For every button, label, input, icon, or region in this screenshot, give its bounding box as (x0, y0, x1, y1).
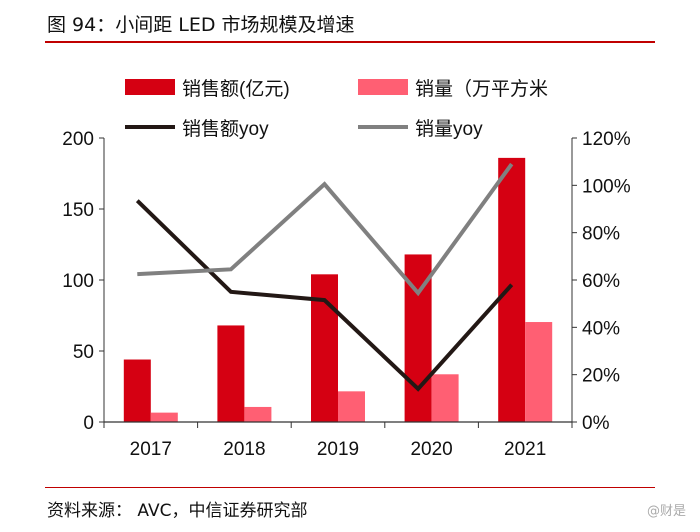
legend-label: 销售额(亿元) (182, 78, 290, 100)
right-tick-label: 60% (582, 271, 620, 292)
x-tick-label: 2018 (223, 439, 265, 460)
right-tick-label: 100% (582, 176, 631, 197)
legend-label: 销量（万平方米 (415, 78, 548, 100)
legend-swatch (125, 79, 175, 95)
bar-volume (431, 374, 459, 422)
right-tick-label: 80% (582, 224, 620, 245)
legend-label: 销售额yoy (182, 118, 269, 140)
chart: 0 50 100 150 200 0% 20% 40% 60% 80% 100% 120% 2017 20… (62, 78, 631, 460)
bar-volume (150, 412, 178, 422)
watermark: @财是 (646, 504, 686, 519)
bar-sales (311, 274, 338, 422)
legend-swatch (358, 79, 408, 95)
figure-title: 图 94：小间距 LED 市场规模及增速 (47, 14, 355, 36)
x-tick-label: 2020 (410, 439, 452, 460)
line-sales-yoy (135, 199, 514, 392)
right-tick-label: 20% (582, 366, 620, 387)
line-volume-yoy (137, 162, 514, 297)
source-divider (45, 487, 655, 488)
bar-volume (244, 406, 272, 422)
x-tick-label: 2017 (130, 439, 172, 460)
x-tick-label: 2019 (317, 439, 359, 460)
title-divider (45, 41, 655, 43)
source-note: 资料来源： AVC，中信证券研究部 (47, 501, 308, 521)
left-tick-label: 200 (62, 129, 94, 150)
x-tick-label: 2021 (504, 439, 546, 460)
left-tick-label: 150 (62, 200, 94, 221)
right-tick-label: 40% (582, 318, 620, 339)
bar-sales (123, 359, 151, 422)
bar-volume (338, 391, 365, 422)
left-tick-label: 50 (73, 342, 94, 363)
right-tick-label: 120% (582, 129, 631, 150)
bar-sales (217, 325, 245, 422)
right-tick-label: 0% (582, 413, 610, 434)
left-tick-label: 0 (83, 413, 94, 434)
bar-volume (525, 322, 553, 422)
legend-label: 销量yoy (415, 118, 483, 140)
left-tick-label: 100 (62, 271, 94, 292)
bar-sales (498, 157, 526, 422)
